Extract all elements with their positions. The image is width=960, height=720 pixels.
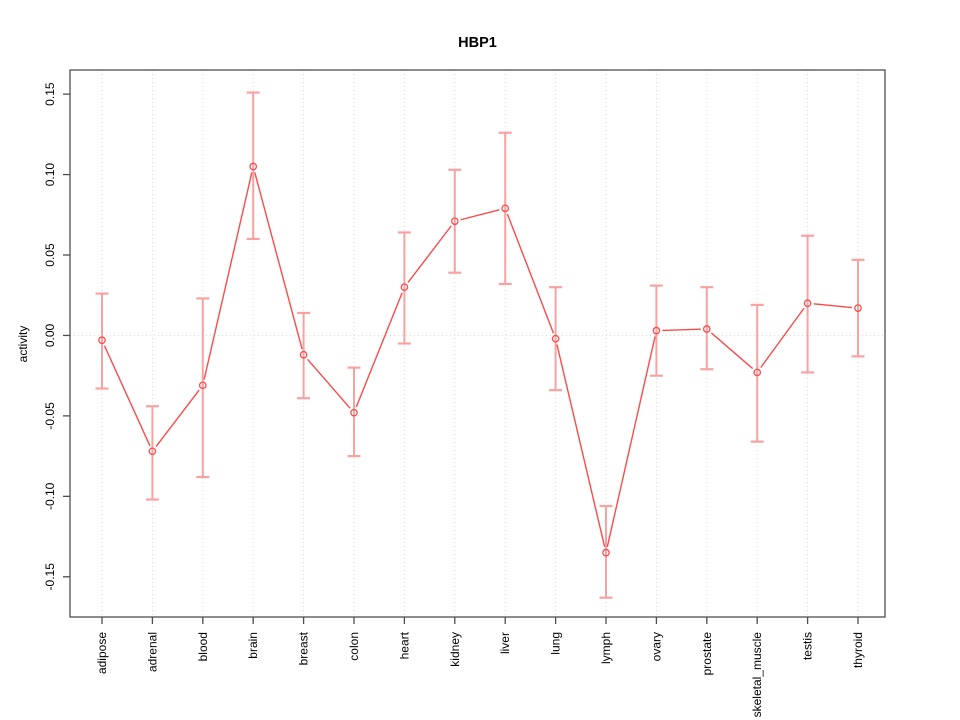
x-tick-label-skeletal_muscle: skeletal_muscle bbox=[750, 632, 764, 718]
y-tick-label-0.10: 0.10 bbox=[43, 163, 57, 187]
error-bar-liver bbox=[498, 131, 512, 286]
error-bar-adrenal bbox=[145, 405, 159, 501]
line-segment-colon-heart bbox=[355, 292, 403, 408]
plot-box bbox=[69, 69, 886, 618]
x-tick-label-ovary: ovary bbox=[649, 632, 663, 661]
error-bar-lung bbox=[549, 286, 563, 392]
y-tick-label--0.10: -0.10 bbox=[43, 482, 57, 510]
x-tick-label-prostate: prostate bbox=[700, 632, 714, 676]
line-segment-brain-breast bbox=[254, 172, 303, 350]
line-segment-prostate-skeletal_muscle bbox=[710, 332, 754, 370]
error-bar-blood bbox=[196, 297, 210, 479]
data-point-brain bbox=[249, 162, 258, 171]
error-bar-thyroid bbox=[851, 258, 865, 358]
line-segment-lymph-ovary bbox=[606, 336, 656, 547]
x-tick-label-brain: brain bbox=[246, 632, 260, 659]
line-segment-liver-lung bbox=[506, 213, 555, 334]
error-bar-lymph bbox=[599, 504, 613, 599]
x-tick-label-adrenal: adrenal bbox=[145, 632, 159, 672]
grid-layer bbox=[70, 70, 885, 617]
error-bar-testis bbox=[801, 234, 815, 374]
x-tick-label-adipose: adipose bbox=[95, 632, 109, 674]
data-point-thyroid bbox=[854, 304, 862, 312]
data-point-lymph bbox=[602, 548, 610, 557]
line-segment-adrenal-blood bbox=[155, 389, 200, 447]
line-segment-breast-colon bbox=[307, 358, 351, 409]
data-point-liver bbox=[501, 204, 510, 213]
x-tick-label-colon: colon bbox=[347, 632, 361, 661]
x-tick-label-heart: heart bbox=[397, 631, 411, 659]
line-segment-adipose-adrenal bbox=[103, 345, 151, 447]
error-bar-breast bbox=[297, 311, 311, 400]
x-tick-label-lymph: lymph bbox=[599, 632, 613, 664]
y-tick-label--0.05: -0.05 bbox=[43, 402, 57, 430]
y-tick-label-0.00: 0.00 bbox=[43, 323, 57, 347]
y-tick-label-0.05: 0.05 bbox=[43, 243, 57, 267]
data-point-adipose bbox=[98, 336, 106, 345]
line-segment-blood-brain bbox=[203, 172, 253, 380]
x-tick-label-kidney: kidney bbox=[448, 632, 462, 667]
axis-layer: -0.15 -0.10 -0.05 0.00 0.05 0.10 0.15 adipose ad… bbox=[43, 69, 886, 718]
x-tick-label-lung: lung bbox=[549, 632, 563, 655]
data-point-adrenal bbox=[148, 447, 157, 456]
data-series-layer bbox=[95, 91, 865, 599]
line-segment-skeletal_muscle-testis bbox=[760, 307, 805, 369]
line-segment-lung-lymph bbox=[556, 344, 606, 547]
x-tick-label-testis: testis bbox=[801, 632, 815, 660]
error-bar-prostate bbox=[700, 286, 714, 371]
line-segment-kidney-liver bbox=[460, 209, 500, 221]
y-tick-label--0.15: -0.15 bbox=[43, 563, 57, 591]
line-segment-heart-kidney bbox=[407, 225, 452, 283]
data-point-blood bbox=[198, 381, 207, 390]
x-tick-label-breast: breast bbox=[297, 631, 311, 665]
data-point-colon bbox=[350, 408, 358, 417]
y-axis-title: activity bbox=[16, 326, 30, 363]
error-bar-ovary bbox=[649, 284, 663, 377]
data-point-breast bbox=[299, 350, 308, 359]
error-bar-kidney bbox=[448, 168, 462, 274]
line-segment-testis-thyroid bbox=[813, 303, 853, 309]
error-bar-skeletal_muscle bbox=[750, 303, 764, 443]
error-bar-adipose bbox=[95, 292, 109, 390]
chart-title: HBP1 bbox=[458, 35, 497, 51]
error-bar-colon bbox=[347, 366, 361, 458]
y-tick-label-0.15: 0.15 bbox=[43, 82, 57, 106]
data-point-heart bbox=[400, 283, 409, 292]
data-point-lung bbox=[551, 334, 560, 343]
line-segment-ovary-prostate bbox=[662, 328, 701, 332]
x-tick-label-thyroid: thyroid bbox=[851, 632, 865, 668]
data-point-testis bbox=[803, 299, 812, 308]
x-tick-label-blood: blood bbox=[196, 632, 210, 661]
x-tick-label-liver: liver bbox=[498, 632, 512, 654]
error-bar-brain bbox=[246, 91, 260, 241]
data-point-kidney bbox=[450, 217, 459, 226]
data-point-skeletal_muscle bbox=[753, 368, 762, 377]
data-point-prostate bbox=[702, 325, 711, 333]
error-bar-heart bbox=[397, 231, 411, 345]
data-point-ovary bbox=[652, 326, 661, 335]
